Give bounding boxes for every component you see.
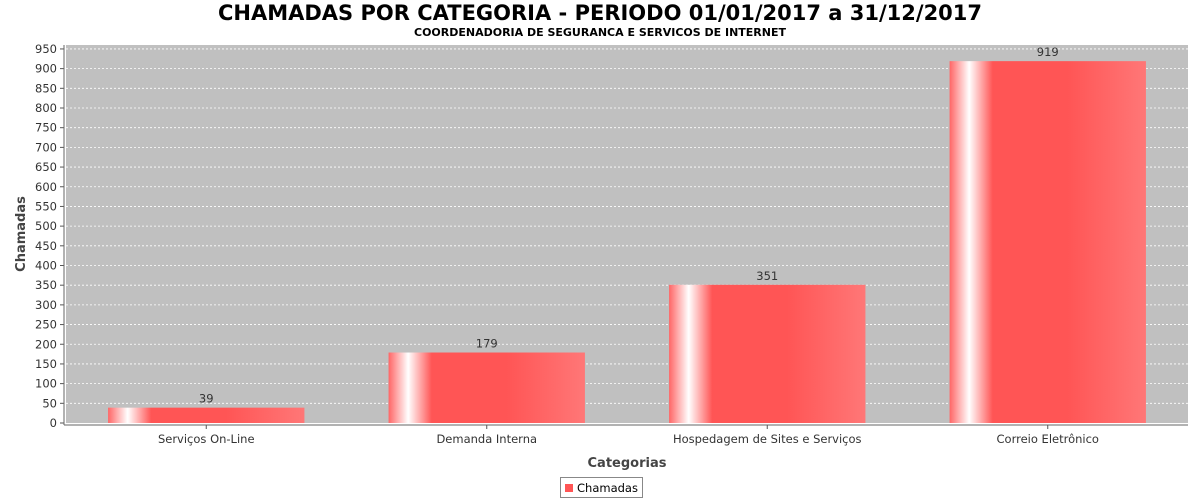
x-tick-label: Serviços On-Line [158,432,255,446]
y-tick-label: 250 [35,318,57,332]
y-tick-label: 750 [35,121,57,135]
bar [949,61,1146,424]
y-tick-label: 850 [35,81,57,95]
y-tick-label: 600 [35,180,57,194]
x-tick-label: Correio Eletrônico [997,432,1099,446]
y-tick-label: 150 [35,357,57,371]
y-tick-label: 450 [35,239,57,253]
data-label: 179 [476,337,498,351]
data-labels: 39 179 351 919 [199,45,1059,406]
legend-swatch [565,483,573,492]
x-tick-label: Hospedagem de Sites e Serviços [673,432,862,446]
y-tick-label: 0 [50,416,57,430]
bar [388,352,585,423]
y-tick-label: 900 [35,62,57,76]
y-tick-label: 500 [35,219,57,233]
data-label: 919 [1037,45,1059,59]
y-tick-label: 650 [35,160,57,174]
y-tick-label: 800 [35,101,57,115]
bar [669,284,866,423]
legend-label: Chamadas [577,480,638,495]
data-label: 39 [199,392,214,406]
x-tick-label: Demanda Interna [436,432,537,446]
bar [108,407,305,423]
y-tick-label: 300 [35,298,57,312]
y-tick-label: 550 [35,199,57,213]
gridlines [66,48,1188,404]
data-label: 351 [756,269,778,283]
y-tick-label: 400 [35,259,57,273]
y-tick-label: 950 [35,42,57,56]
y-axis-title: Chamadas [14,196,29,272]
y-axis: 0 50 100 150 200 250 300 350 400 450 500 550 600 650 7… [35,42,65,430]
x-axis: Serviços On-Line Demanda Interna Hospedage… [64,424,1188,446]
y-tick-label: 700 [35,140,57,154]
x-axis-title: Categorias [588,456,667,471]
y-tick-label: 200 [35,337,57,351]
chart-subtitle: COORDENADORIA DE SEGURANCA E SERVICOS DE… [414,26,786,39]
y-tick-label: 350 [35,278,57,292]
y-tick-label: 100 [35,377,57,391]
legend: Chamadas [560,477,643,498]
bars [108,61,1146,424]
chart-title: CHAMADAS POR CATEGORIA - PERIODO 01/01/2… [217,1,983,25]
y-tick-label: 50 [42,396,57,410]
